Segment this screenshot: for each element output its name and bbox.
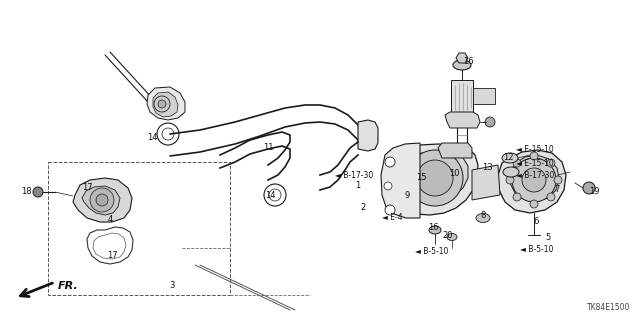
Circle shape	[384, 182, 392, 190]
Circle shape	[512, 158, 556, 202]
Text: ◄ B-17-30: ◄ B-17-30	[516, 170, 554, 180]
Circle shape	[385, 157, 395, 167]
Circle shape	[583, 182, 595, 194]
Circle shape	[417, 160, 453, 196]
Circle shape	[407, 150, 463, 206]
Text: 4: 4	[108, 216, 113, 225]
Text: 20: 20	[443, 231, 453, 240]
Text: FR.: FR.	[58, 281, 79, 291]
Circle shape	[554, 176, 562, 184]
Circle shape	[90, 188, 114, 212]
Circle shape	[154, 96, 170, 112]
Circle shape	[513, 193, 521, 201]
Circle shape	[547, 193, 555, 201]
Polygon shape	[456, 53, 468, 63]
Circle shape	[158, 100, 166, 108]
Polygon shape	[402, 152, 468, 200]
Polygon shape	[510, 155, 559, 201]
Text: 7: 7	[554, 186, 560, 195]
Text: ◄ B-5-10: ◄ B-5-10	[415, 248, 449, 256]
Text: 16: 16	[463, 57, 474, 66]
Text: ◄ E-4: ◄ E-4	[382, 213, 403, 222]
Text: ◄ B-5-10: ◄ B-5-10	[520, 246, 554, 255]
Circle shape	[485, 117, 495, 127]
Ellipse shape	[453, 60, 471, 70]
Text: 18: 18	[20, 188, 31, 197]
Circle shape	[513, 159, 521, 167]
Text: 9: 9	[404, 191, 410, 201]
Ellipse shape	[476, 213, 490, 222]
Circle shape	[506, 176, 514, 184]
Polygon shape	[153, 92, 178, 117]
Polygon shape	[445, 112, 480, 128]
Ellipse shape	[429, 226, 441, 234]
Ellipse shape	[503, 167, 519, 177]
Polygon shape	[147, 87, 185, 120]
Circle shape	[33, 187, 43, 197]
Text: ◄ B-17-30: ◄ B-17-30	[335, 170, 373, 180]
Text: 2: 2	[360, 203, 365, 211]
Polygon shape	[472, 165, 500, 200]
Ellipse shape	[447, 234, 457, 241]
Circle shape	[547, 159, 555, 167]
Text: 6: 6	[533, 218, 539, 226]
Text: 1: 1	[355, 181, 360, 189]
Bar	[451, 80, 473, 115]
Text: 16: 16	[428, 224, 438, 233]
Polygon shape	[381, 143, 420, 218]
Text: ◄ E-15-10: ◄ E-15-10	[516, 159, 554, 167]
Text: 14: 14	[265, 190, 275, 199]
Text: 11: 11	[263, 144, 273, 152]
Text: 17: 17	[82, 182, 92, 191]
Polygon shape	[358, 120, 378, 151]
Text: 19: 19	[589, 188, 599, 197]
Polygon shape	[388, 144, 478, 215]
Polygon shape	[438, 143, 472, 158]
Text: 15: 15	[416, 173, 426, 182]
Text: 3: 3	[170, 280, 175, 290]
Bar	[473, 88, 495, 104]
Text: 8: 8	[480, 211, 486, 219]
Text: 17: 17	[107, 250, 117, 259]
Polygon shape	[82, 186, 120, 215]
Circle shape	[530, 200, 538, 208]
Circle shape	[96, 194, 108, 206]
Text: 13: 13	[482, 162, 492, 172]
Circle shape	[530, 152, 538, 160]
Ellipse shape	[502, 153, 518, 163]
Text: 14: 14	[147, 132, 157, 142]
Text: ◄ E-15-10: ◄ E-15-10	[516, 145, 554, 154]
Circle shape	[385, 205, 395, 215]
Text: 5: 5	[545, 234, 550, 242]
Polygon shape	[73, 178, 132, 222]
Polygon shape	[498, 150, 566, 213]
Text: 10: 10	[449, 168, 460, 177]
Bar	[48, 162, 230, 295]
Text: TK84E1500: TK84E1500	[587, 303, 630, 312]
Text: 12: 12	[503, 152, 513, 161]
Circle shape	[522, 168, 546, 192]
